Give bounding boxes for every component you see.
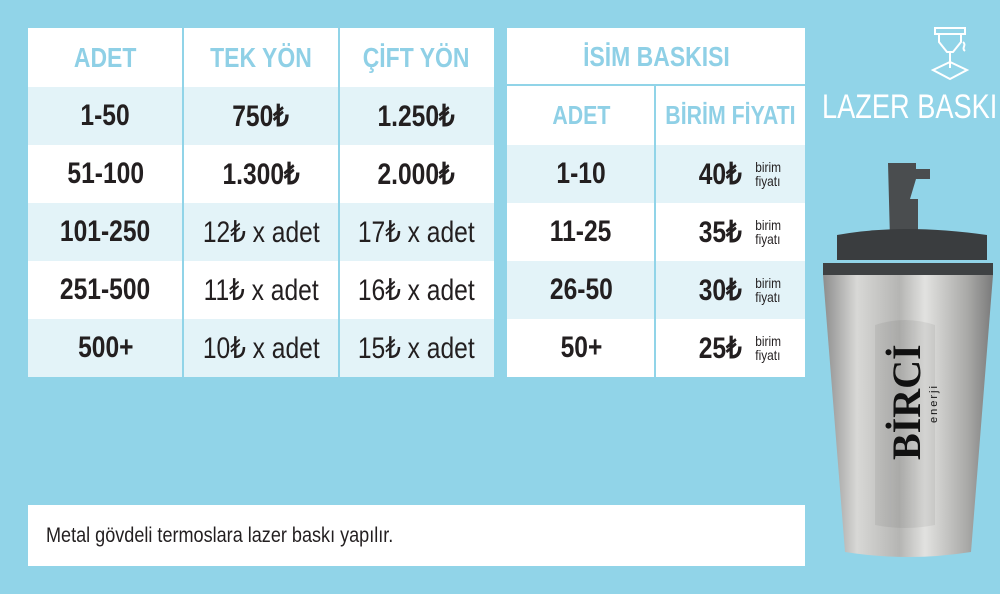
- qty-cell: 50+: [507, 319, 655, 377]
- column-header-text: ÇİFT YÖN: [363, 41, 470, 73]
- qty-cell-text: 251-500: [60, 273, 151, 306]
- note-text: Metal gövdeli termoslara lazer baskı yap…: [46, 523, 394, 547]
- column-header: TEK YÖN: [183, 28, 339, 87]
- unit-line: birim: [754, 159, 781, 175]
- qty-cell-text: 1-50: [80, 99, 131, 132]
- unit-price: 35₺ birim fiyatı: [655, 203, 805, 261]
- column-header-text: ADET: [551, 100, 611, 130]
- double-side-price-text: 2.000₺: [377, 157, 456, 191]
- double-side-price: 17₺ x adet: [339, 203, 494, 261]
- laser-engraver-icon: [930, 27, 970, 81]
- brand-subtitle: enerji: [928, 384, 940, 423]
- qty-cell: 1-50: [28, 87, 183, 145]
- double-side-price: 15₺ x adet: [339, 319, 494, 377]
- name-print-title-text: İSİM BASKISI: [582, 40, 730, 72]
- double-side-price: 1.250₺: [339, 87, 494, 145]
- unit-price-text: 35₺: [698, 215, 742, 249]
- single-side-price: 1.300₺: [183, 145, 339, 203]
- qty-cell-text: 51-100: [67, 157, 144, 190]
- divider: [507, 84, 805, 86]
- column-divider: [654, 86, 656, 377]
- qty-cell: 500+: [28, 319, 183, 377]
- unit-line: fiyatı: [754, 289, 781, 305]
- column-header-text: TEK YÖN: [210, 41, 312, 73]
- column-header: ÇİFT YÖN: [339, 28, 494, 87]
- unit-price: 30₺ birim fiyatı: [655, 261, 805, 319]
- unit-label: birim fiyatı: [755, 276, 781, 304]
- column-divider: [182, 28, 184, 377]
- qty-cell-text: 50+: [560, 331, 602, 364]
- single-side-price-text: 11₺ x adet: [203, 273, 319, 307]
- column-header-text: BİRİM FİYATI: [664, 100, 796, 130]
- qty-cell-text: 11-25: [550, 215, 612, 248]
- column-header: ADET: [507, 86, 655, 145]
- brand-logo: BİRCİ: [884, 344, 929, 460]
- qty-cell-text: 1-10: [556, 157, 606, 190]
- unit-line: fiyatı: [754, 347, 781, 363]
- unit-line: birim: [754, 275, 781, 291]
- pricing-table: ADET TEK YÖN ÇİFT YÖN 1-50 750₺ 1.250₺ 51-100 1…: [28, 28, 494, 377]
- qty-cell: 26-50: [507, 261, 655, 319]
- qty-cell: 101-250: [28, 203, 183, 261]
- qty-cell-text: 500+: [77, 331, 134, 364]
- name-print-title: İSİM BASKISI: [507, 28, 805, 85]
- qty-cell: 251-500: [28, 261, 183, 319]
- column-header: BİRİM FİYATI: [655, 86, 805, 145]
- unit-price-text: 40₺: [698, 157, 742, 191]
- double-side-price: 2.000₺: [339, 145, 494, 203]
- single-side-price: 12₺ x adet: [183, 203, 339, 261]
- unit-price: 40₺ birim fiyatı: [655, 145, 805, 203]
- single-side-price: 10₺ x adet: [183, 319, 339, 377]
- unit-line: fiyatı: [754, 231, 781, 247]
- double-side-price: 16₺ x adet: [339, 261, 494, 319]
- unit-line: birim: [754, 333, 781, 349]
- note-box: Metal gövdeli termoslara lazer baskı yap…: [28, 505, 805, 566]
- single-side-price: 750₺: [183, 87, 339, 145]
- unit-price: 25₺ birim fiyatı: [655, 319, 805, 377]
- qty-cell: 1-10: [507, 145, 655, 203]
- thermos-tumbler-image: BİRCİ enerji: [823, 163, 993, 557]
- qty-cell-text: 26-50: [549, 273, 613, 306]
- lazer-baski-label: LAZER BASKI: [822, 88, 998, 126]
- unit-line: fiyatı: [754, 173, 781, 189]
- single-side-price-text: 12₺ x adet: [202, 215, 320, 249]
- single-side-price-text: 750₺: [232, 99, 290, 133]
- single-side-price: 11₺ x adet: [183, 261, 339, 319]
- single-side-price-text: 1.300₺: [222, 157, 300, 191]
- column-header: ADET: [28, 28, 183, 87]
- double-side-price-text: 15₺ x adet: [358, 331, 475, 365]
- column-header-text: ADET: [74, 41, 137, 73]
- double-side-price-text: 17₺ x adet: [358, 215, 475, 249]
- single-side-price-text: 10₺ x adet: [202, 331, 320, 365]
- name-print-table: İSİM BASKISI ADET BİRİM FİYATI 1-10 40₺ birim…: [507, 28, 805, 377]
- double-side-price-text: 16₺ x adet: [358, 273, 475, 307]
- unit-line: birim: [754, 217, 781, 233]
- qty-cell: 51-100: [28, 145, 183, 203]
- qty-cell: 11-25: [507, 203, 655, 261]
- unit-label: birim fiyatı: [755, 160, 781, 188]
- double-side-price-text: 1.250₺: [377, 99, 456, 133]
- unit-price-text: 30₺: [698, 273, 742, 307]
- unit-price-text: 25₺: [698, 331, 742, 365]
- unit-label: birim fiyatı: [755, 334, 781, 362]
- unit-label: birim fiyatı: [755, 218, 781, 246]
- qty-cell-text: 101-250: [60, 215, 151, 248]
- column-divider: [338, 28, 340, 377]
